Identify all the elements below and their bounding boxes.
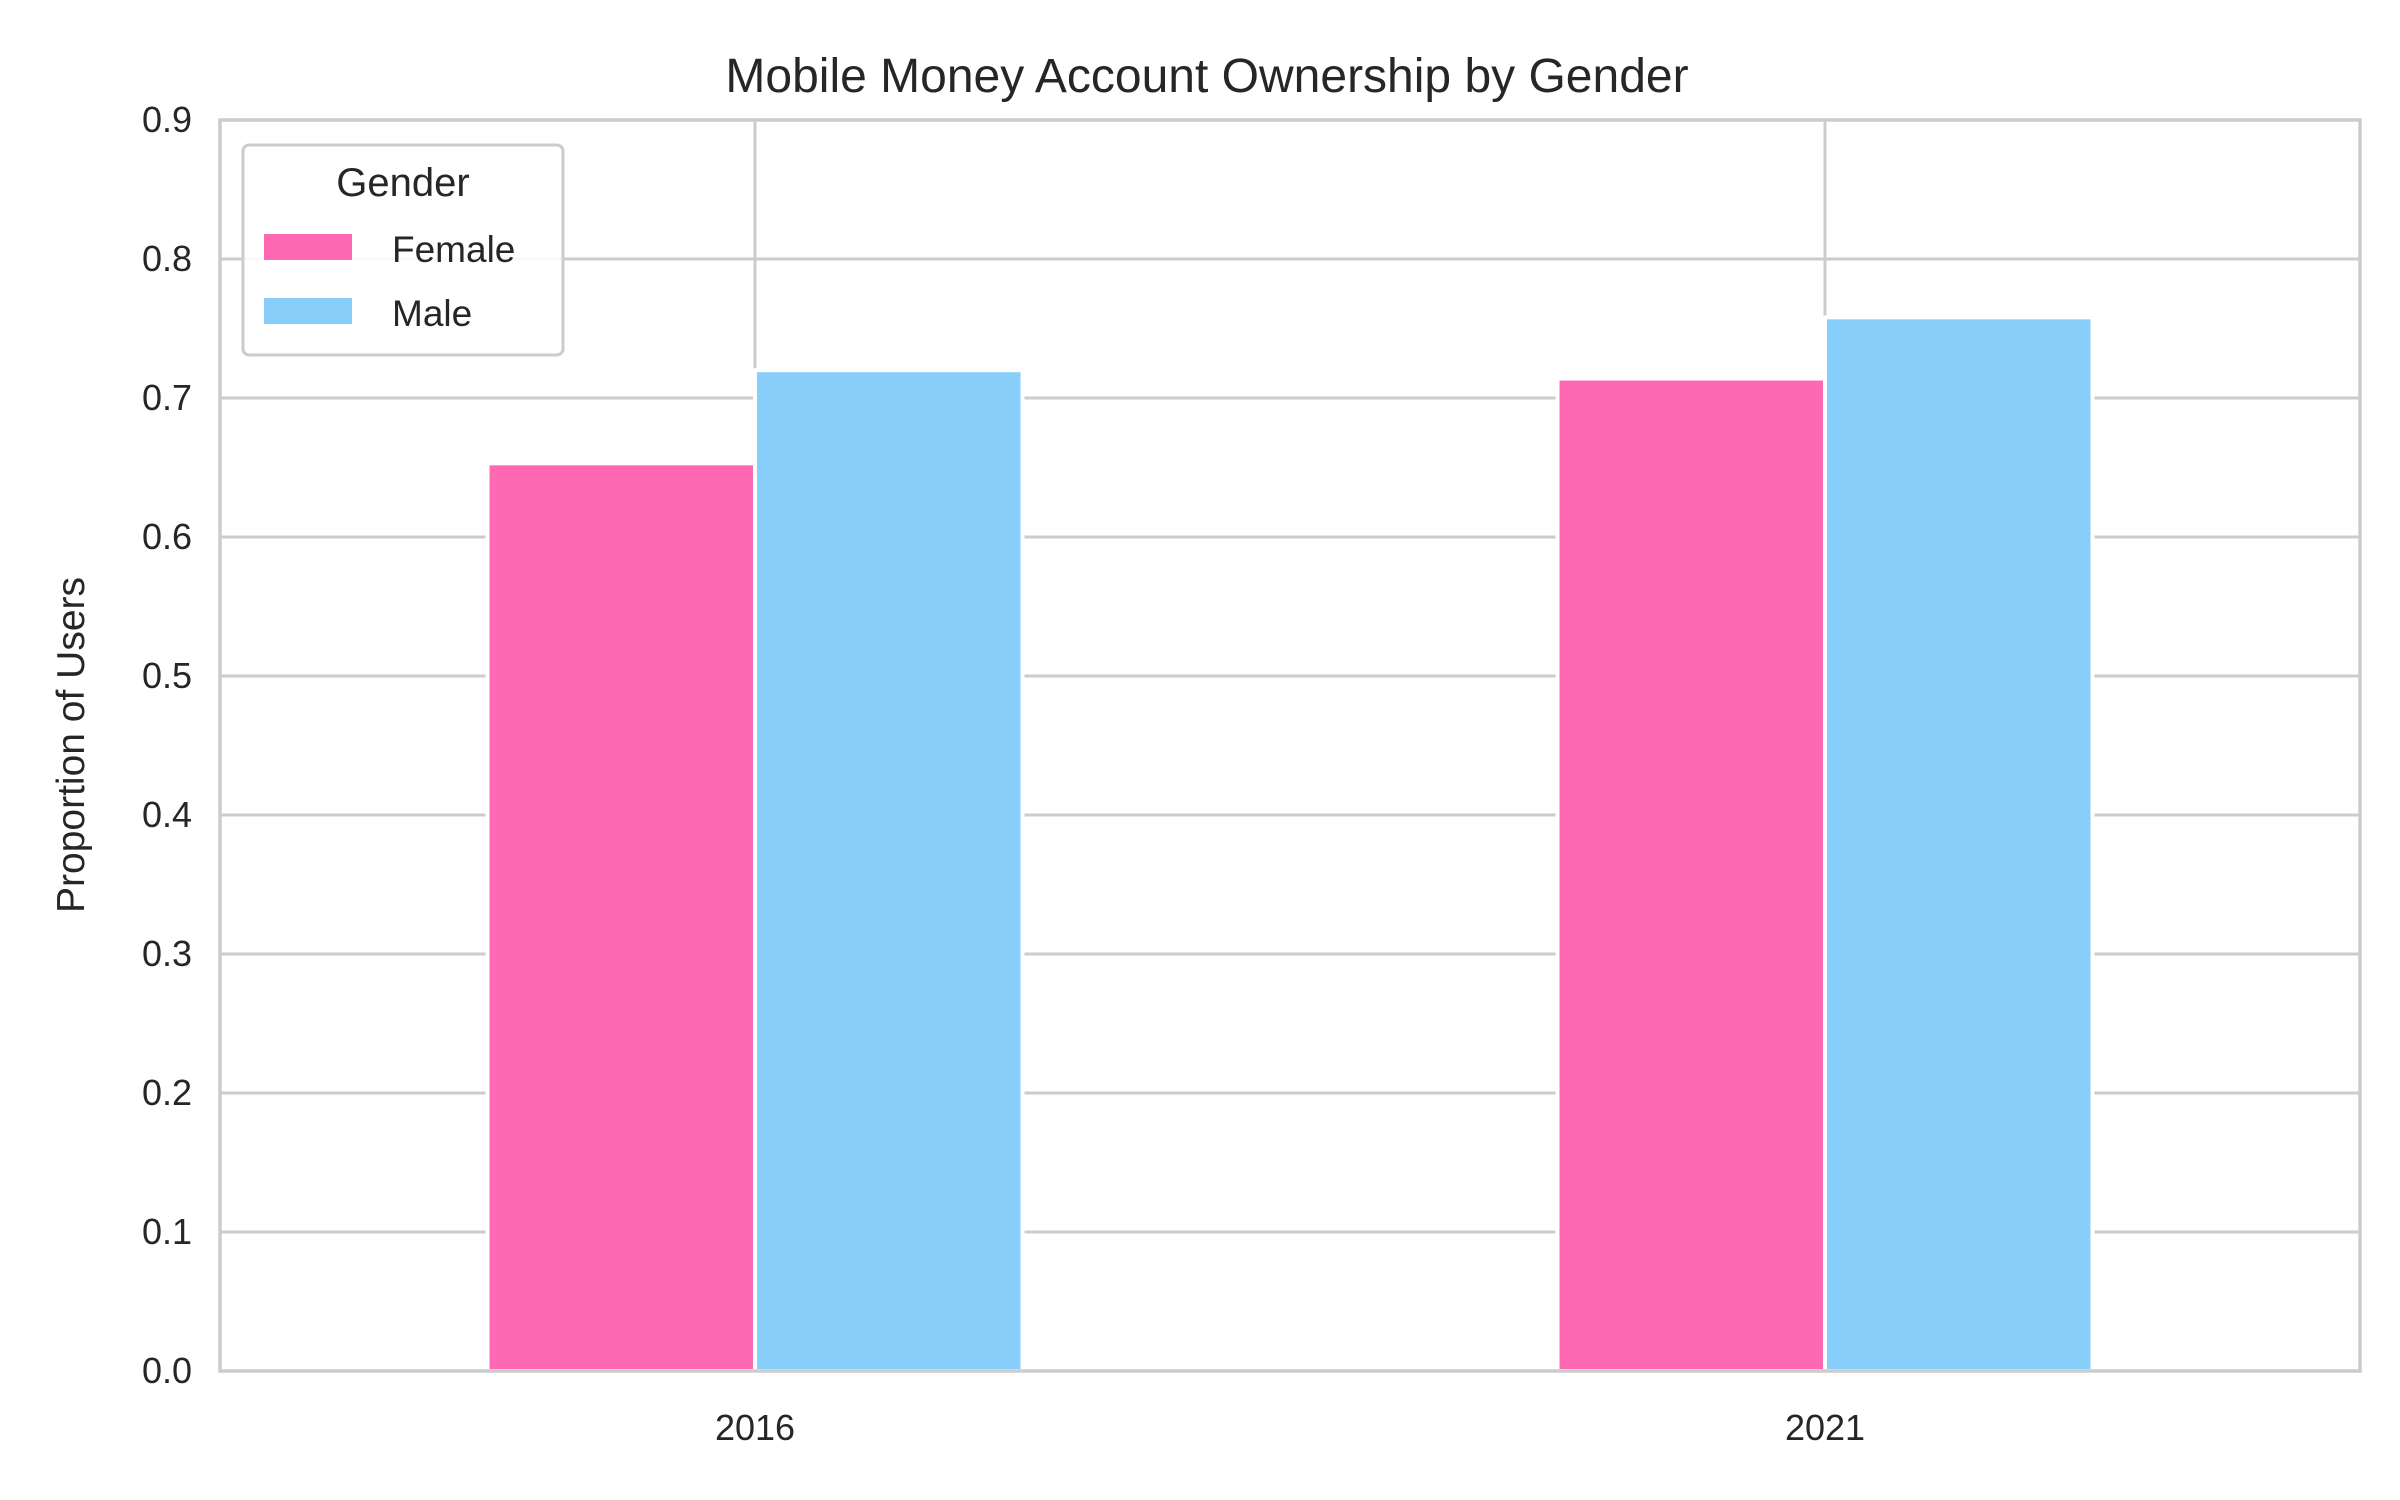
plot-frame bbox=[218, 118, 2362, 1373]
legend-label-male: Male bbox=[392, 293, 472, 334]
bar-male-2021 bbox=[1823, 315, 2095, 1373]
y-tick-label: 0.5 bbox=[142, 655, 192, 696]
y-tick-label: 0.8 bbox=[142, 238, 192, 279]
bar-male-2016 bbox=[753, 368, 1025, 1373]
y-tick-label: 0.9 bbox=[142, 99, 192, 140]
bar-female-2021 bbox=[1555, 376, 1827, 1374]
chart-title: Mobile Money Account Ownership by Gender bbox=[725, 50, 1688, 103]
legend-title: Gender bbox=[336, 161, 469, 205]
bars bbox=[485, 315, 2095, 1374]
legend-label-female: Female bbox=[392, 229, 515, 270]
bar-female-2016 bbox=[485, 461, 757, 1373]
x-tick-label: 2021 bbox=[1785, 1407, 1865, 1448]
y-tick-label: 0.3 bbox=[142, 933, 192, 974]
y-tick-label: 0.6 bbox=[142, 516, 192, 557]
y-tick-label: 0.4 bbox=[142, 794, 192, 835]
y-tick-label: 0.7 bbox=[142, 377, 192, 418]
x-tick-label: 2016 bbox=[715, 1407, 795, 1448]
x-tick-labels: 2016 2021 bbox=[715, 1407, 1865, 1448]
legend: Gender Female Male bbox=[241, 143, 565, 357]
y-tick-labels: 0.0 0.1 0.2 0.3 0.4 0.5 0.6 0.7 0.8 0.9 bbox=[142, 99, 192, 1391]
y-tick-label: 0.1 bbox=[142, 1211, 192, 1252]
y-axis-label: Proportion of Users bbox=[50, 577, 93, 913]
y-tick-label: 0.2 bbox=[142, 1072, 192, 1113]
legend-swatch-female bbox=[264, 234, 352, 260]
y-tick-label: 0.0 bbox=[142, 1350, 192, 1391]
legend-swatch-male bbox=[264, 298, 352, 324]
